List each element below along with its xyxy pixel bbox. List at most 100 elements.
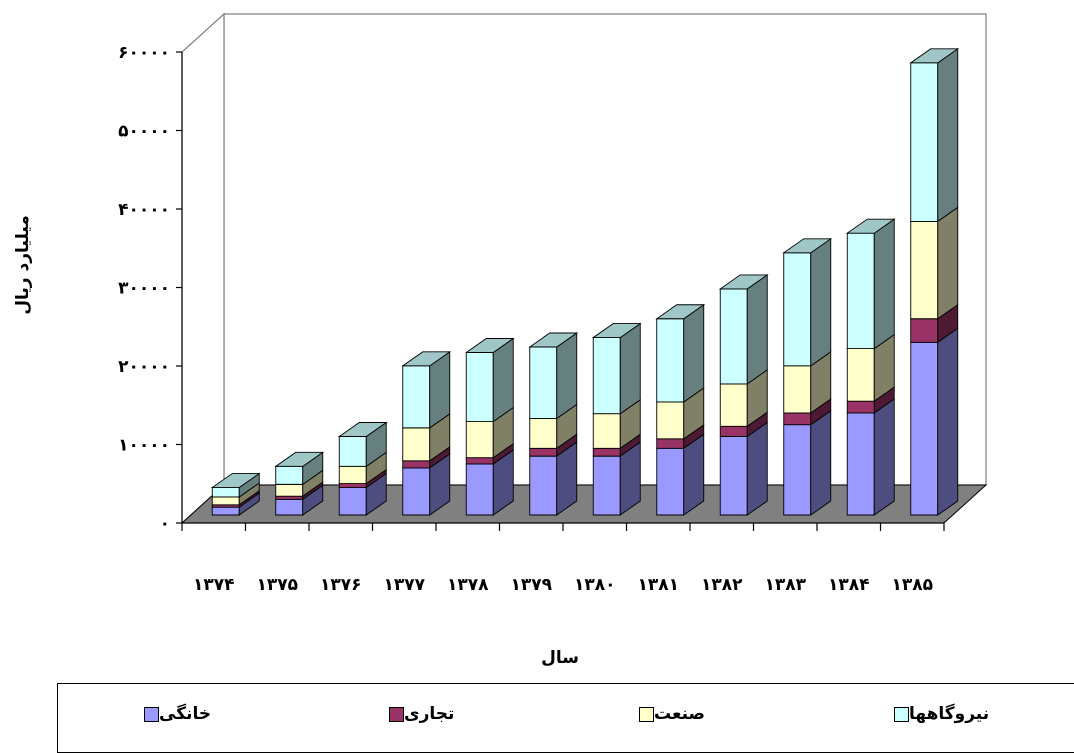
bar-segment: [846, 398, 895, 516]
bar-segment: [656, 433, 705, 516]
bar-segment: [529, 433, 578, 457]
legend-swatch: [389, 706, 404, 722]
x-tick-label: ۱۳۸۳: [764, 575, 806, 595]
bar-front: [910, 318, 939, 343]
bar-top: [655, 304, 706, 320]
bar-top: [845, 218, 896, 234]
bar-segment: [783, 350, 832, 414]
bar-segment: [718, 274, 769, 385]
x-tick-label: ۱۳۸۴: [828, 575, 870, 595]
bar-front: [719, 425, 748, 437]
bar-front: [402, 365, 431, 429]
legend-item: نیروگاهها: [888, 704, 989, 724]
legend-label: خانگی: [159, 704, 212, 724]
bar-top: [782, 238, 833, 254]
bar-segment: [846, 333, 895, 403]
bar-side: [746, 274, 768, 385]
bar-front: [592, 337, 621, 415]
bar-front: [846, 400, 875, 414]
bar-front: [465, 463, 494, 516]
bar-segment: [338, 472, 387, 516]
bar-front: [592, 455, 621, 516]
bar-front: [656, 318, 685, 403]
bar-segment: [337, 421, 388, 468]
bar-front: [910, 341, 939, 516]
bar-front: [402, 460, 431, 469]
bar-front: [656, 438, 685, 449]
bar-front: [656, 447, 685, 516]
side-wall: [181, 12, 225, 525]
bar-front: [465, 421, 494, 459]
legend-item: صنعت: [633, 704, 705, 724]
bar-side: [873, 398, 895, 516]
y-axis-title: میلیارد ریال: [13, 215, 33, 314]
bar-segment: [719, 369, 768, 428]
bar-front: [211, 496, 240, 506]
bar-stack: [210, 472, 261, 516]
bar-front: [211, 506, 240, 516]
bar-top: [337, 422, 388, 437]
x-tick-label: ۱۳۸۵: [891, 575, 933, 595]
bar-segment: [909, 47, 960, 223]
x-tick-label: ۱۳۸۱: [637, 575, 679, 595]
bar-stack: [718, 274, 769, 516]
y-tick-label: ۳۰۰۰۰: [118, 279, 170, 299]
bar-side: [937, 206, 959, 320]
x-tick-label: ۱۳۷۷: [383, 575, 425, 595]
bar-segment: [274, 451, 325, 486]
legend-swatch: [639, 706, 654, 722]
bar-front: [592, 447, 621, 457]
x-axis: ۱۳۷۴ ۱۳۷۵ ۱۳۷۶ ۱۳۷۷ ۱۳۷۸ ۱۳۷۹ ۱۳۸۰ ۱۳۸۱ ۱۳۸۲ ۱۳۸۳…: [181, 522, 945, 595]
bar-front: [656, 401, 685, 440]
bar-side: [683, 303, 705, 403]
legend-swatch: [144, 706, 159, 722]
bar-side: [810, 409, 832, 516]
bar-front: [275, 465, 304, 485]
bar-segment: [401, 350, 452, 429]
y-tick-label: ۰: [160, 514, 170, 534]
y-axis: ۰ ۱۰۰۰۰ ۲۰۰۰۰ ۳۰۰۰۰ ۴۰۰۰۰ ۵۰۰۰۰ ۶۰۰۰۰: [118, 43, 183, 534]
bar-side: [492, 337, 514, 423]
bar-front: [338, 436, 367, 467]
x-tick-label: ۱۳۷۶: [320, 575, 362, 595]
bar-stack: [274, 451, 325, 516]
bar-top: [401, 351, 452, 367]
bar-front: [783, 365, 812, 414]
bar-side: [556, 332, 578, 420]
bar-top: [528, 332, 579, 348]
bar-front: [783, 412, 812, 426]
legend-swatch: [894, 706, 909, 722]
bar-top: [210, 473, 261, 488]
bar-front: [529, 447, 558, 457]
y-tick-label: ۶۰۰۰۰: [118, 43, 170, 63]
bar-top: [718, 274, 769, 290]
bar-front: [529, 455, 558, 516]
bar-front: [910, 220, 939, 320]
bars: [210, 47, 960, 516]
bar-segment: [464, 337, 515, 423]
y-tick-label: ۲۰۰۰۰: [118, 357, 170, 377]
bar-front: [846, 348, 875, 402]
bar-top: [464, 338, 515, 353]
bar-front: [846, 232, 875, 350]
legend-item: خانگی: [138, 704, 211, 724]
bar-front: [529, 417, 558, 449]
bar-front: [338, 483, 367, 488]
bar-front: [275, 498, 304, 516]
bar-front: [719, 436, 748, 516]
legend-label: صنعت: [654, 704, 705, 724]
bar-top: [274, 451, 325, 467]
bar-side: [810, 237, 832, 367]
bar-segment: [338, 451, 387, 485]
x-tick-label: ۱۳۷۹: [510, 575, 552, 595]
bar-segment: [910, 327, 959, 516]
bar-side: [873, 218, 895, 350]
bar-stack: [845, 218, 896, 516]
bar-front: [338, 487, 367, 516]
bar-stack: [337, 421, 388, 516]
bar-segment: [783, 398, 832, 426]
bar-segment: [910, 206, 959, 320]
bar-front: [719, 288, 748, 385]
y-tick-label: ۵۰۰۰۰: [118, 122, 170, 142]
bar-stack: [528, 332, 579, 516]
